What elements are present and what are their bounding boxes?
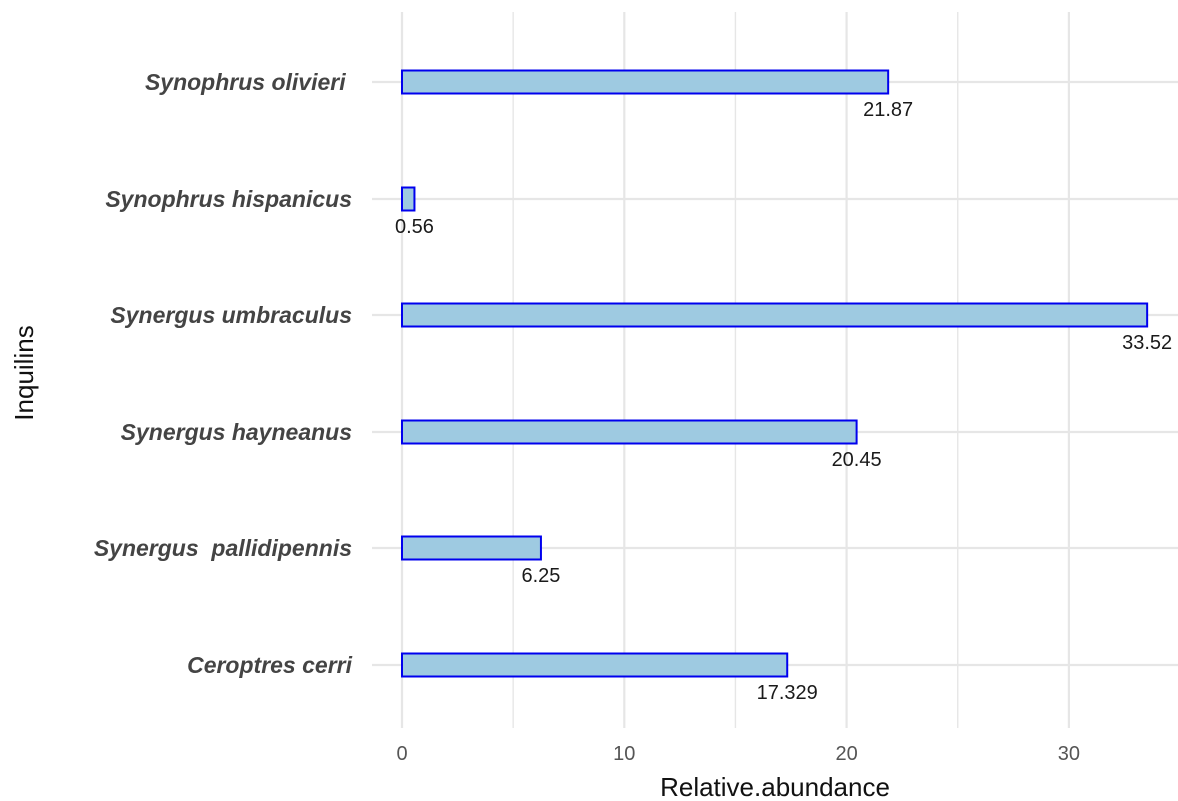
data-labels: 21.87 0.56 33.52 20.45 6.25 17.329 [395,99,1172,704]
y-axis-title: Inquilins [9,325,39,420]
x-tick-label: 10 [613,743,635,765]
data-label: 0.56 [395,216,434,238]
major-gridlines [372,12,1178,728]
x-tick-labels: 0 10 20 30 [396,743,1080,765]
bar [401,652,789,678]
data-label: 33.52 [1122,332,1172,354]
x-tick-label: 0 [396,743,407,765]
x-tick-label: 30 [1058,743,1080,765]
x-tick-label: 20 [835,743,857,765]
x-axis-title: Relative.abundance [660,772,890,801]
category-labels: Synophrus olivieri Synophrus hispanicus S… [94,69,353,678]
data-label: 17.329 [757,682,818,704]
data-label: 6.25 [521,565,560,587]
bars [401,69,1149,678]
category-label: Synophrus hispanicus [105,186,352,212]
category-label: Synophrus olivieri [145,69,352,95]
bar [401,535,542,561]
data-label: 20.45 [832,449,882,471]
minor-gridlines [512,12,959,728]
data-label: 21.87 [863,99,913,121]
bar [401,186,416,212]
category-label: Ceroptres cerri [187,652,353,678]
category-label: Synergus hayneanus [121,419,352,445]
category-label: Synergus pallidipennis [94,535,352,561]
bar [401,69,890,95]
bar [401,302,1149,328]
category-label: Synergus umbraculus [110,302,352,328]
bar [401,419,858,445]
